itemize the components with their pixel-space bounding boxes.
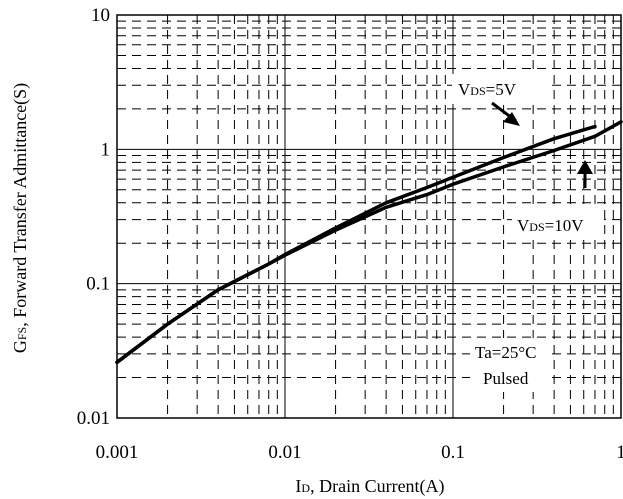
legend-10v-label: VDS=10V xyxy=(517,216,584,235)
y-tick-label: 0.01 xyxy=(77,408,110,429)
legend-5v-label: VDS=5V xyxy=(458,80,517,99)
legend-10v-bg xyxy=(512,210,604,238)
x-tick-label: 0.001 xyxy=(96,442,139,463)
plot-frame xyxy=(116,14,622,419)
x-tick-label: 0.01 xyxy=(268,442,301,463)
x-axis-label: ID, Drain Current(A) xyxy=(295,476,444,497)
x-tick-label: 1 xyxy=(616,442,623,463)
tick-labels: 0.001 0.01 0.1 1 0.01 0.1 1 10 xyxy=(77,5,623,463)
data-series xyxy=(115,120,623,365)
condition-pulsed: Pulsed xyxy=(483,369,529,388)
y-tick-label: 1 xyxy=(101,139,111,160)
conditions-bg xyxy=(470,338,548,392)
series-line-1 xyxy=(115,120,623,365)
x-tick-label: 0.1 xyxy=(441,442,465,463)
condition-temperature: Ta=25°C xyxy=(475,343,536,362)
arrow-5v-head xyxy=(503,112,520,126)
arrow-10v-head xyxy=(577,160,593,174)
y-tick-label: 10 xyxy=(91,5,110,26)
y-axis-label: GFS, Forward Transfer Admittance(S) xyxy=(10,83,31,353)
y-tick-label: 0.1 xyxy=(86,274,110,295)
legend-5v-bg xyxy=(452,74,550,104)
